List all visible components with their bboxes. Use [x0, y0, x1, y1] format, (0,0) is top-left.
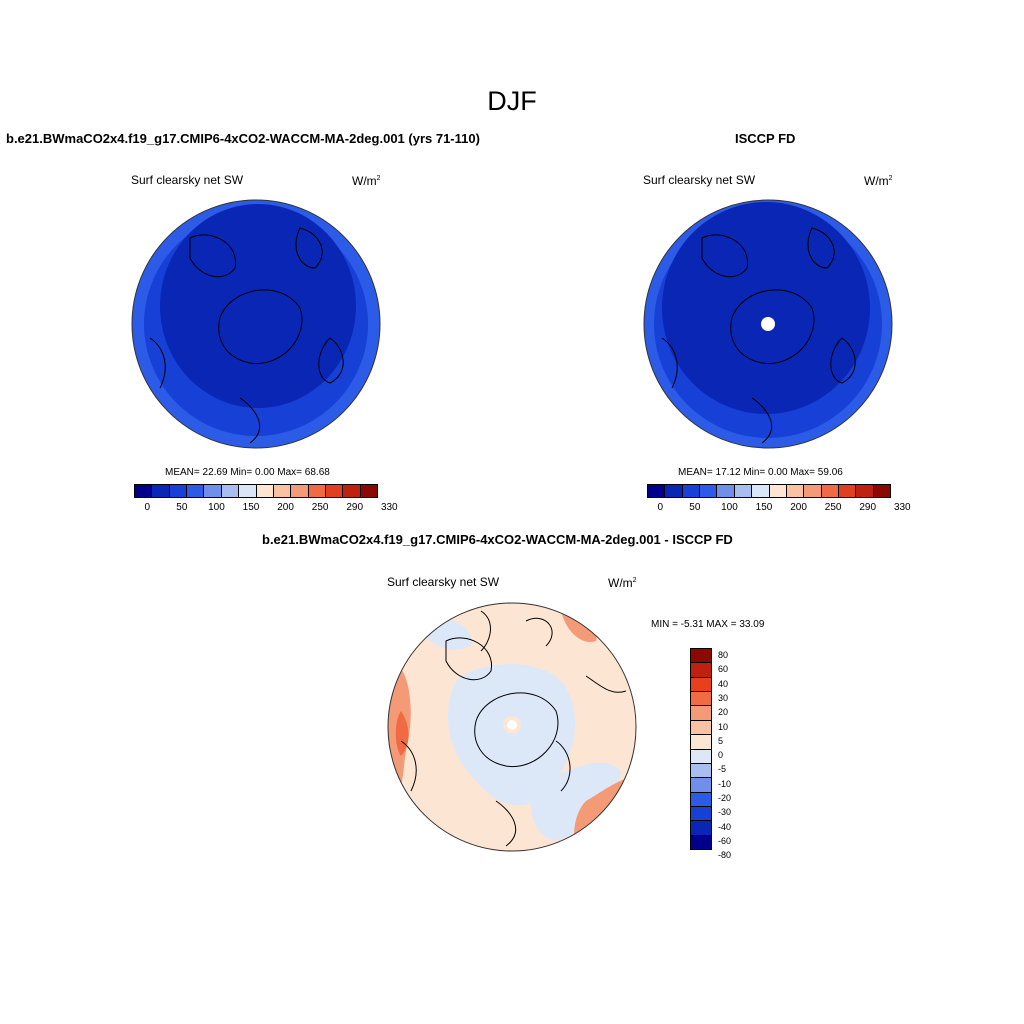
- colorbar-swatch: [221, 485, 240, 497]
- diff-polar-map: [387, 602, 637, 852]
- colorbar-swatch: [691, 749, 711, 764]
- colorbar-tick-label: 200: [790, 502, 807, 513]
- colorbar-tick-label: 0: [718, 750, 724, 761]
- colorbar-tick-label: 330: [380, 502, 398, 513]
- colorbar-swatch: [691, 663, 711, 678]
- colorbar-swatch: [691, 677, 711, 693]
- colorbar-swatch: [343, 485, 361, 497]
- colorbar-swatch: [325, 485, 344, 497]
- colorbar-tick-label: 50: [176, 502, 188, 513]
- colorbar-tick-label: -20: [718, 793, 732, 803]
- colorbar-tick-label: 100: [721, 502, 738, 513]
- colorbar-swatch: [752, 485, 770, 497]
- left-units: W/m2: [352, 174, 381, 188]
- diff-units: W/m2: [608, 576, 637, 590]
- colorbar-swatch: [700, 485, 718, 497]
- colorbar-tick-label: 20: [718, 707, 729, 718]
- colorbar-swatch: [691, 692, 711, 707]
- left-polar-map: [131, 199, 381, 449]
- colorbar-tick-label: 200: [277, 502, 294, 513]
- right-units: W/m2: [864, 174, 893, 188]
- colorbar-tick-label: 330: [893, 502, 911, 513]
- colorbar-swatch: [821, 485, 839, 497]
- pole-hole: [761, 317, 775, 331]
- colorbar-swatch: [769, 485, 787, 497]
- colorbar-swatch: [804, 485, 822, 497]
- colorbar-swatch: [691, 763, 711, 779]
- colorbar-tick-label: -80: [718, 850, 732, 861]
- colorbar-swatch: [135, 485, 153, 497]
- left-colorbar: [134, 484, 378, 498]
- colorbar-tick-label: -60: [718, 835, 732, 846]
- colorbar-tick-label: -40: [718, 821, 732, 832]
- colorbar-swatch: [152, 485, 170, 497]
- colorbar-tick-label: 10: [718, 721, 729, 732]
- diff-case-title: b.e21.BWmaCO2x4.f19_g17.CMIP6-4xCO2-WACC…: [262, 532, 733, 547]
- colorbar-swatch: [838, 485, 857, 497]
- colorbar-tick-label: -10: [718, 778, 732, 789]
- colorbar-swatch: [256, 485, 274, 497]
- right-colorbar: [647, 484, 891, 498]
- colorbar-tick-label: -30: [718, 807, 732, 818]
- right-case-title: ISCCP FD: [735, 131, 796, 146]
- right-polar-map: [643, 199, 893, 449]
- right-var-label: Surf clearsky net SW: [643, 173, 756, 187]
- colorbar-swatch: [682, 485, 701, 497]
- colorbar-swatch: [204, 485, 222, 497]
- colorbar-swatch: [360, 485, 378, 497]
- colorbar-swatch: [273, 485, 292, 497]
- right-colorbar-labels: 0 50 100 150 200 250 290 330: [647, 502, 911, 514]
- colorbar-tick-label: 250: [311, 502, 329, 513]
- colorbar-swatch: [856, 485, 874, 497]
- colorbar-swatch: [691, 706, 711, 721]
- colorbar-tick-label: 5: [718, 735, 724, 746]
- colorbar-swatch: [648, 485, 666, 497]
- diff-var-label: Surf clearsky net SW: [387, 575, 500, 589]
- colorbar-swatch: [717, 485, 735, 497]
- colorbar-tick-label: 150: [755, 502, 773, 513]
- colorbar-tick-label: 30: [718, 693, 729, 703]
- colorbar-swatch: [169, 485, 188, 497]
- colorbar-tick-label: 0: [657, 502, 664, 513]
- left-var-label: Surf clearsky net SW: [131, 173, 244, 187]
- colorbar-tick-label: 250: [824, 502, 842, 513]
- colorbar-tick-label: 290: [346, 502, 364, 513]
- colorbar-tick-label: -5: [718, 764, 727, 775]
- colorbar-swatch: [187, 485, 205, 497]
- colorbar-swatch: [691, 792, 711, 807]
- colorbar-tick-label: 290: [859, 502, 877, 513]
- colorbar-tick-label: 60: [718, 664, 729, 675]
- colorbar-swatch: [786, 485, 805, 497]
- colorbar-swatch: [308, 485, 326, 497]
- colorbar-swatch: [691, 778, 711, 793]
- colorbar-swatch: [291, 485, 309, 497]
- right-stats: MEAN= 17.12 Min= 0.00 Max= 59.06: [678, 467, 843, 478]
- left-colorbar-labels: 0 50 100 150 200 250 290 330: [134, 502, 398, 514]
- colorbar-swatch: [691, 835, 711, 850]
- colorbar-swatch: [873, 485, 891, 497]
- pole-hole: [507, 720, 517, 730]
- colorbar-tick-label: 50: [689, 502, 701, 513]
- colorbar-swatch: [691, 649, 711, 664]
- left-stats: MEAN= 22.69 Min= 0.00 Max= 68.68: [165, 467, 330, 478]
- colorbar-swatch: [691, 735, 711, 750]
- main-title: DJF: [487, 86, 537, 116]
- colorbar-swatch: [691, 720, 711, 736]
- diff-colorbar: [690, 648, 712, 850]
- colorbar-tick-label: 40: [718, 678, 729, 689]
- colorbar-swatch: [691, 821, 711, 836]
- diff-stats: MIN = -5.31 MAX = 33.09: [651, 619, 765, 630]
- colorbar-tick-label: 80: [718, 650, 729, 661]
- colorbar-swatch: [691, 806, 711, 822]
- colorbar-tick-label: 0: [144, 502, 151, 513]
- colorbar-tick-label: 100: [208, 502, 225, 513]
- coastline: [218, 289, 303, 365]
- colorbar-swatch: [734, 485, 753, 497]
- colorbar-swatch: [665, 485, 683, 497]
- colorbar-swatch: [239, 485, 257, 497]
- colorbar-tick-label: 150: [242, 502, 260, 513]
- left-case-title: b.e21.BWmaCO2x4.f19_g17.CMIP6-4xCO2-WACC…: [6, 131, 480, 146]
